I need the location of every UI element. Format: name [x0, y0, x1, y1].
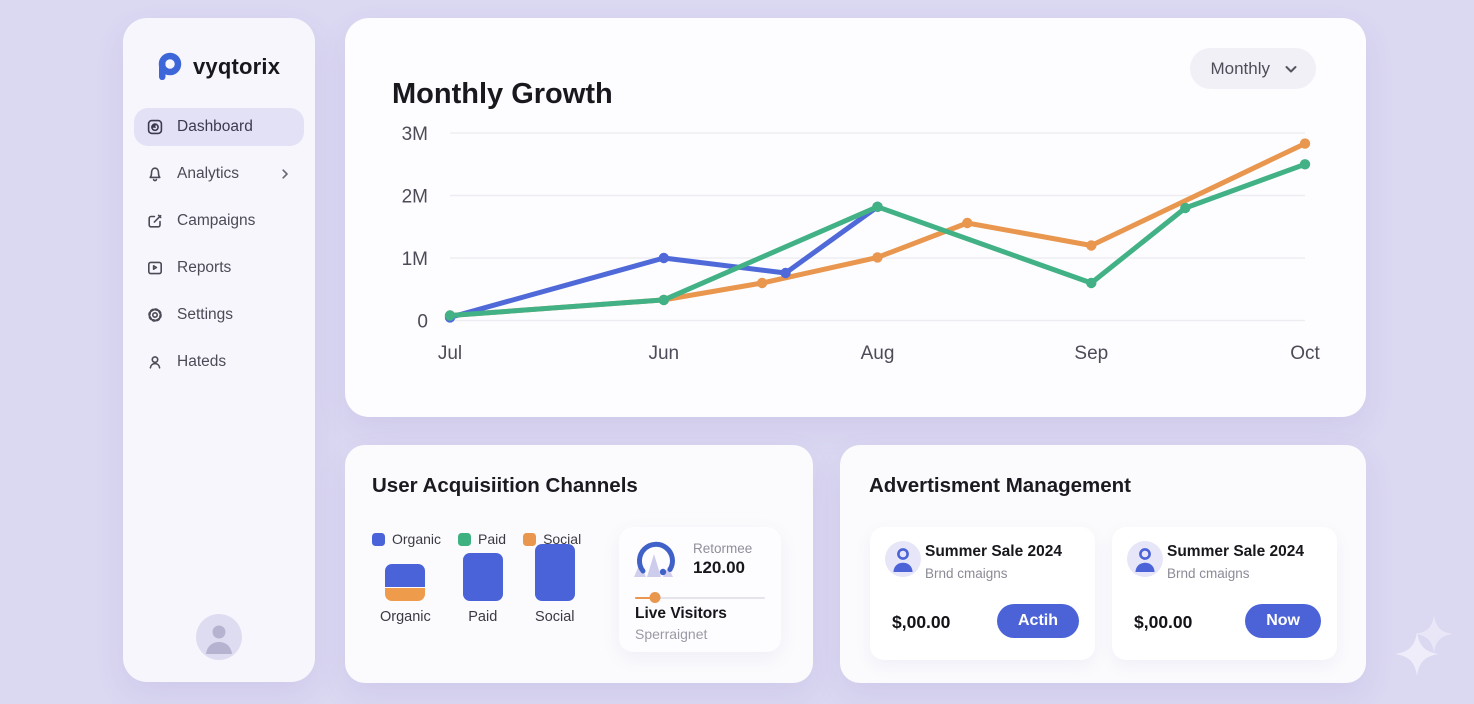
campaign-title: Summer Sale 2024 [925, 543, 1063, 560]
acquisition-channels-card: User Acquisiition Channels Organic Paid … [345, 445, 813, 683]
metric-label: Retormee [693, 541, 753, 556]
svg-text:Jun: Jun [648, 343, 679, 364]
gauge-icon [634, 541, 675, 577]
brand: vyqtorix [123, 18, 315, 108]
widget-title: Live Visitors [635, 605, 727, 622]
legend-item-social: Social [523, 531, 581, 547]
campaign-subtitle: Brnd cmaigns [1167, 566, 1250, 581]
growth-line-chart: 0 1M 2M 3M Jul Jun Aug Sep Oct [402, 124, 1321, 364]
bell-icon [149, 167, 161, 182]
bar-social: Social [534, 544, 575, 625]
bar-label: Organic [380, 609, 431, 625]
channels-legend: Organic Paid Social [372, 531, 581, 547]
bar-organic: Organic [380, 564, 431, 625]
bar-paid: Paid [462, 553, 503, 625]
svg-text:Oct: Oct [1290, 343, 1320, 364]
campaign-subtitle: Brnd cmaigns [925, 566, 1008, 581]
legend-label: Paid [478, 531, 507, 547]
user-icon [149, 356, 161, 369]
brand-name: vyqtorix [193, 54, 281, 79]
growth-card-title: Monthly Growth [392, 78, 613, 110]
compose-icon [148, 214, 162, 228]
legend-swatch-organic [372, 532, 385, 546]
gear-icon [148, 308, 162, 322]
campaign-avatar [885, 541, 921, 577]
bar-stack [534, 544, 575, 601]
ads-card-title: Advertisment Management [869, 474, 1132, 497]
dashboard-icon [147, 119, 163, 135]
sidebar-item-hateds[interactable]: Hateds [134, 343, 304, 381]
ad-tile: Summer Sale 2024 Brnd cmaigns $,00.00 Ac… [870, 527, 1095, 660]
ad-tile: Summer Sale 2024 Brnd cmaigns $,00.00 No… [1112, 527, 1337, 660]
legend-item-paid: Paid [458, 531, 506, 547]
sidebar-item-dashboard[interactable]: Dashboard [134, 108, 304, 146]
campaign-avatar [1127, 541, 1163, 577]
sidebar-item-settings[interactable]: Settings [134, 296, 304, 334]
legend-label: Organic [392, 531, 442, 547]
campaign-title: Summer Sale 2024 [1167, 543, 1305, 560]
report-icon [147, 261, 162, 275]
sidebar-item-label: Reports [177, 259, 232, 276]
slider-track [635, 597, 765, 599]
svg-text:Jul: Jul [438, 343, 462, 364]
channel-bars: Organic Paid Social [380, 544, 575, 625]
svg-text:1M: 1M [402, 249, 428, 270]
sidebar: vyqtorix Dashboard Analytics Campaigns [123, 18, 315, 682]
range-selector-dropdown[interactable]: Monthly [1190, 48, 1316, 89]
person-icon [893, 548, 913, 572]
legend-swatch-social [523, 532, 537, 546]
range-selector-value: Monthly [1210, 58, 1270, 78]
campaign-action-button[interactable]: Now [1245, 604, 1321, 638]
svg-text:Sep: Sep [1074, 343, 1108, 364]
sidebar-item-label: Campaigns [177, 212, 256, 229]
bar-stack [385, 564, 426, 601]
person-icon [1135, 548, 1155, 572]
campaign-action-button[interactable]: Actih [997, 604, 1079, 638]
campaign-amount: $,00.00 [1134, 612, 1193, 632]
slider-knob[interactable] [649, 592, 660, 603]
bar-label: Paid [468, 609, 498, 625]
chevron-right-icon [282, 169, 288, 179]
bar-stack [462, 553, 503, 601]
ad-management-card: Advertisment Management Summer Sale 2024… [840, 445, 1366, 683]
sparkle-decoration-icon [1395, 615, 1453, 676]
svg-text:3M: 3M [402, 124, 428, 145]
user-avatar[interactable] [196, 614, 242, 660]
widget-subtitle: Sperraignet [635, 626, 708, 642]
legend-label: Social [543, 531, 582, 547]
svg-text:Aug: Aug [861, 343, 895, 364]
avatar-person-icon [206, 625, 232, 654]
sidebar-item-reports[interactable]: Reports [134, 249, 304, 287]
brand-logo-icon [158, 52, 182, 80]
legend-swatch-paid [458, 532, 472, 546]
bar-label: Social [535, 609, 575, 625]
sidebar-item-label: Dashboard [177, 118, 253, 135]
legend-item-organic: Organic [372, 531, 441, 547]
sidebar-item-analytics[interactable]: Analytics [134, 155, 304, 193]
monthly-growth-card: Monthly Growth Monthly 0 1M 2M 3M Jul Jun Aug S… [345, 18, 1366, 417]
sidebar-item-label: Settings [177, 306, 234, 323]
sidebar-item-label: Analytics [177, 165, 240, 182]
svg-text:2M: 2M [402, 187, 428, 208]
chevron-down-icon [1285, 65, 1297, 72]
slider-fill [635, 597, 655, 599]
campaign-amount: $,00.00 [892, 612, 951, 632]
metric-value: 120.00 [693, 558, 745, 577]
sidebar-item-campaigns[interactable]: Campaigns [134, 202, 304, 240]
visitors-slider[interactable] [635, 592, 765, 603]
sidebar-item-label: Hateds [177, 353, 227, 370]
live-visitors-widget: Retormee 120.00 Live Visitors Sperraigne… [619, 527, 781, 652]
channels-card-title: User Acquisiition Channels [372, 474, 638, 497]
svg-text:0: 0 [417, 312, 428, 333]
